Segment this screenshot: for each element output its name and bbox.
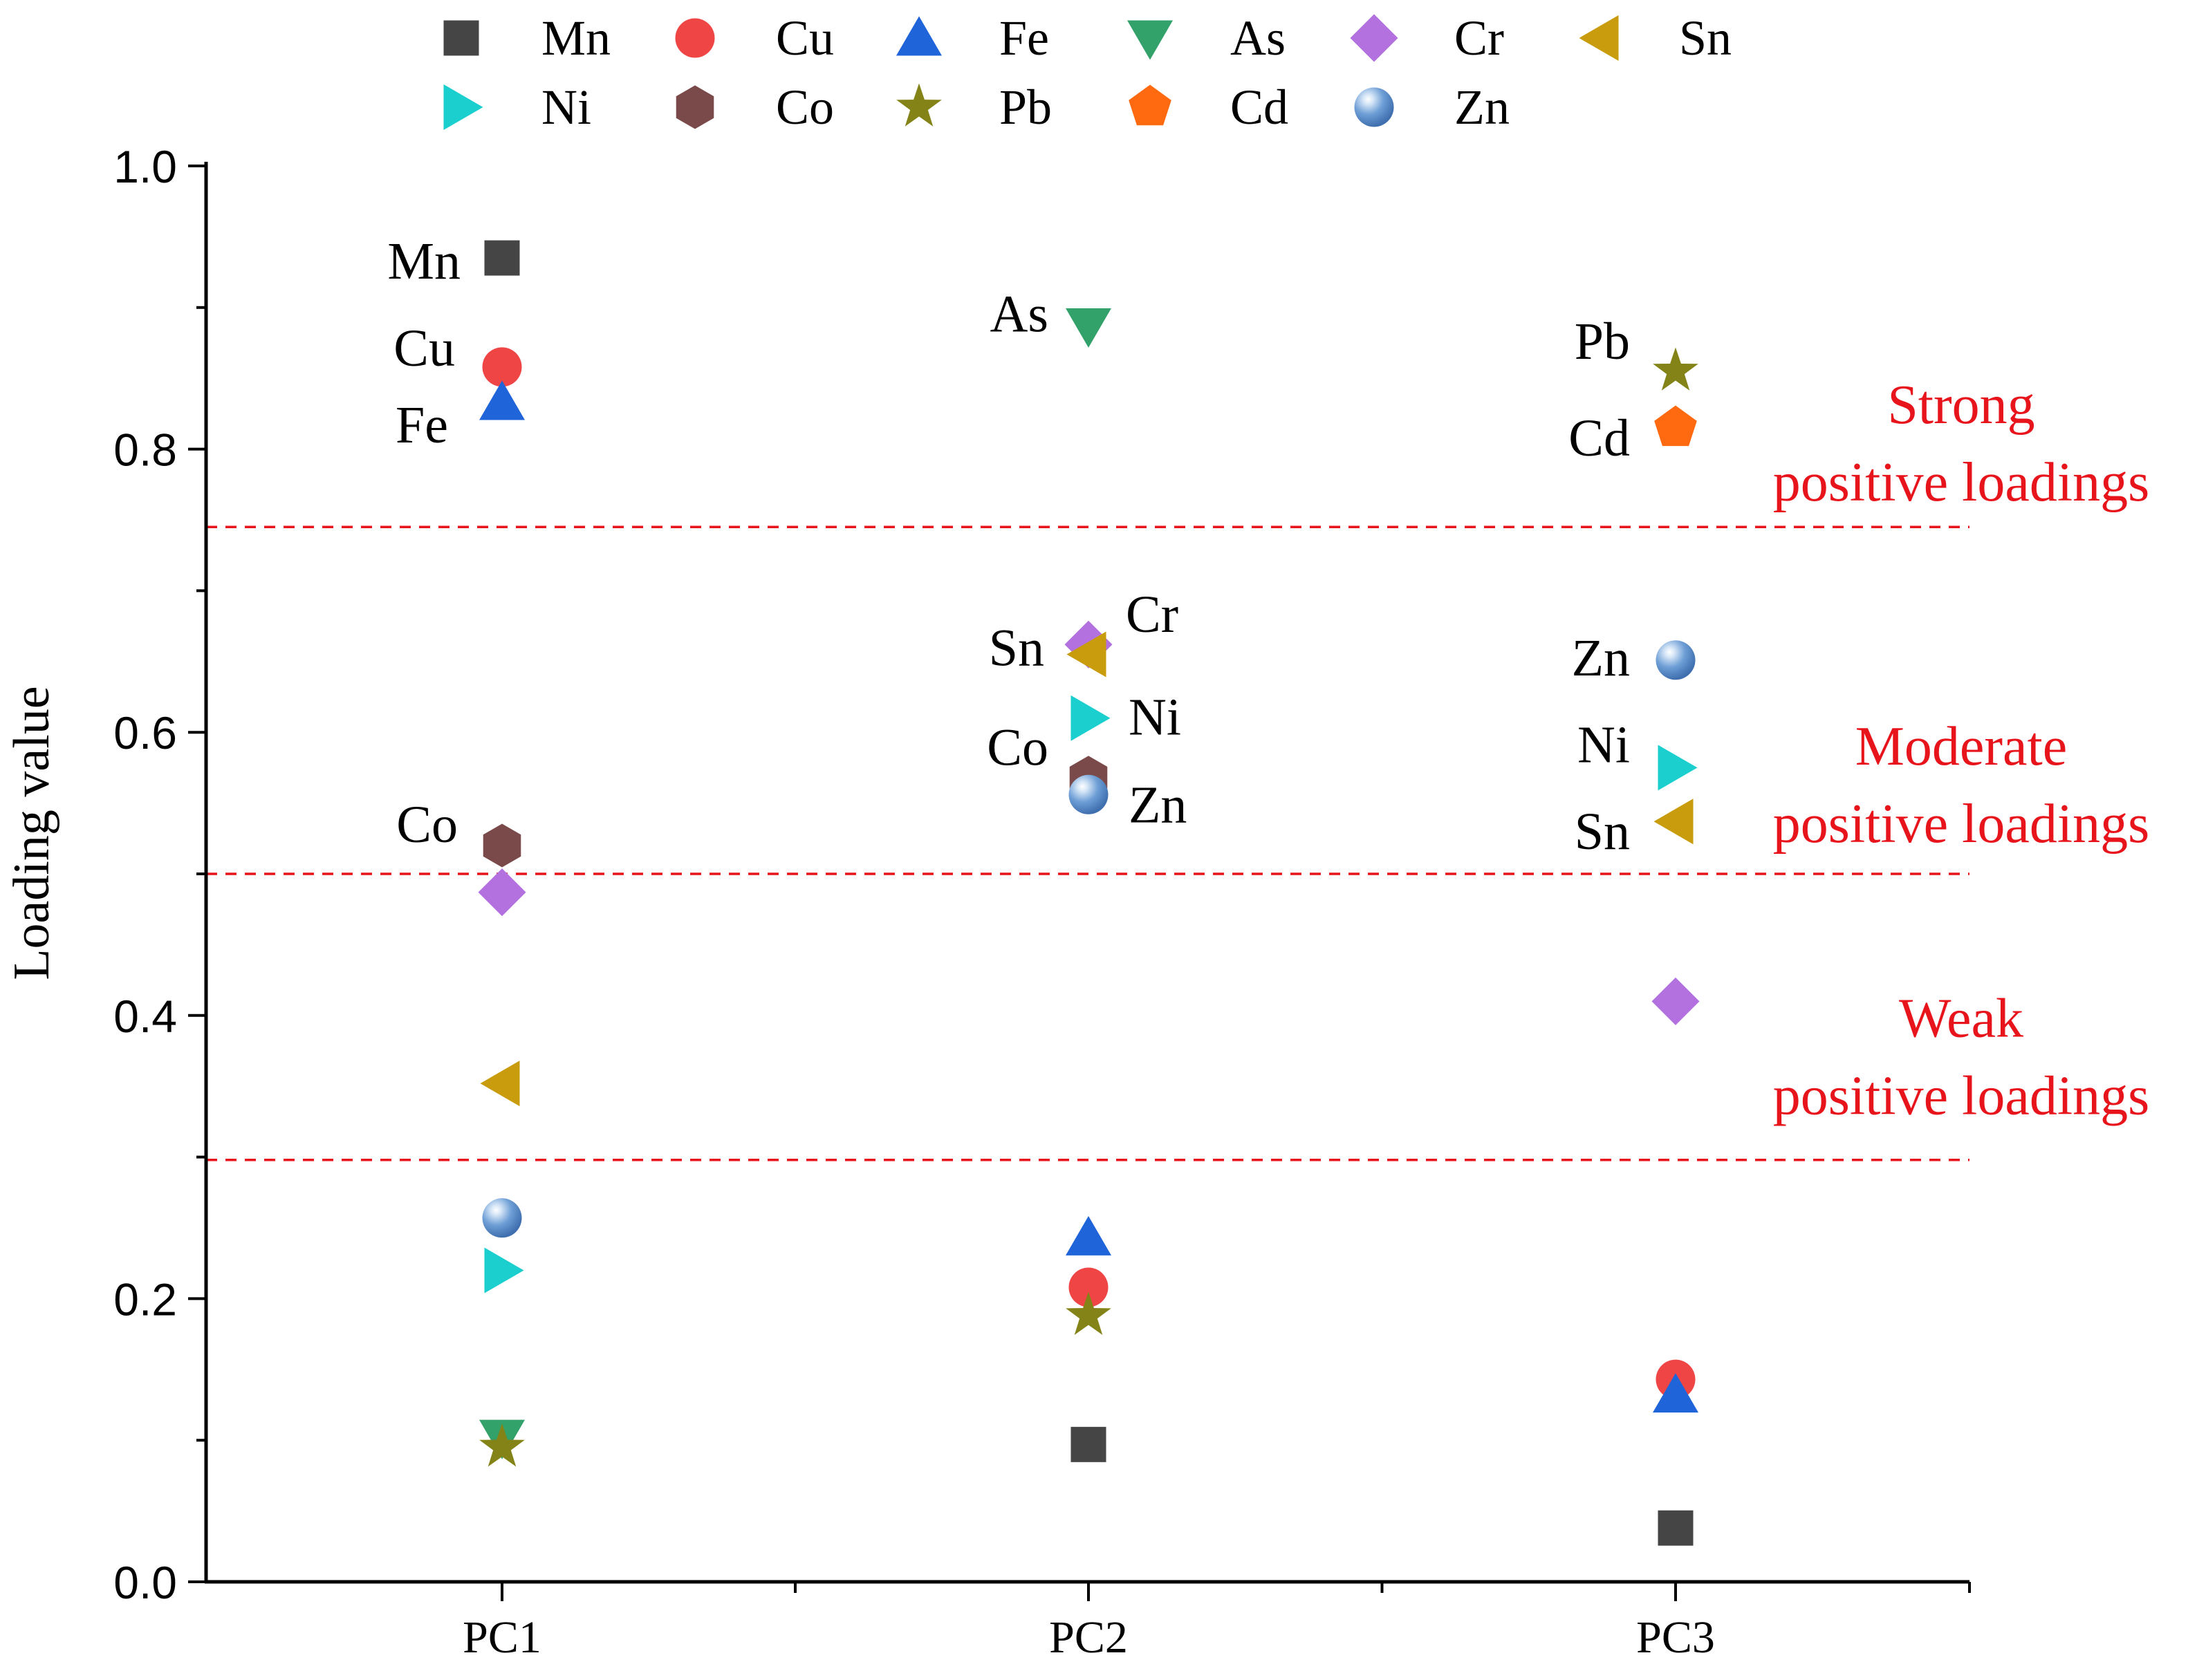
point-label-sn: Sn (989, 619, 1044, 678)
plot-area: 0.0 0.2 0.4 0.6 0.8 1.0 PC1 PC2 PC3 Mn Cu Fe Co As Sn… (113, 141, 2149, 1663)
annotation-weak: Weak positive loadings (1773, 989, 2149, 1127)
point-sn-pc3 (1653, 799, 1694, 845)
legend-marker-ni (443, 84, 483, 130)
annotation-subtitle: positive loadings (1773, 1066, 2149, 1127)
point-pb-pc3 (1653, 347, 1698, 391)
legend-label: Zn (1454, 80, 1510, 135)
legend-label: Mn (541, 10, 611, 66)
legend-item-mn: Mn (443, 10, 611, 66)
point-mn-pc3 (1658, 1510, 1694, 1546)
legend-label: As (1230, 10, 1286, 66)
annotation-title: Strong (1887, 375, 2034, 436)
annotation-strong: Strong positive loadings (1773, 375, 2149, 513)
point-label-cd: Cd (1568, 409, 1630, 467)
legend-marker-pb (896, 83, 942, 127)
legend-marker-cu (675, 18, 715, 58)
point-label-ni: Ni (1577, 716, 1630, 774)
point-label-cr: Cr (1126, 586, 1178, 644)
y-tick-label: 0.0 (113, 1557, 177, 1608)
legend-label: Ni (541, 80, 591, 135)
point-zn-pc2 (1068, 774, 1109, 814)
legend-marker-sn (1579, 15, 1619, 61)
point-zn-pc1 (482, 1198, 522, 1238)
legend-marker-fe (896, 16, 942, 56)
point-as-pc2 (1066, 308, 1111, 348)
point-fe-pc2 (1066, 1215, 1111, 1256)
x-tick-label: PC1 (463, 1612, 541, 1663)
point-cr-pc1 (478, 868, 526, 917)
point-label-mn: Mn (387, 232, 461, 290)
legend-item-as: As (1127, 10, 1286, 66)
point-label-co: Co (396, 796, 458, 854)
point-fe-pc3 (1653, 1373, 1698, 1413)
point-label-co: Co (987, 719, 1048, 777)
annotation-title: Weak (1899, 989, 2023, 1049)
point-pb-pc1 (479, 1423, 525, 1467)
legend-label: Co (776, 80, 834, 135)
point-label-as: As (990, 285, 1048, 343)
legend-label: Sn (1679, 10, 1732, 66)
annotation-title: Moderate (1855, 716, 2068, 777)
point-label-ni: Ni (1129, 689, 1181, 747)
point-ni-pc2 (1070, 695, 1111, 741)
y-tick-label: 0.6 (113, 707, 177, 758)
point-ni-pc3 (1658, 745, 1698, 791)
point-label-pb: Pb (1575, 312, 1630, 371)
point-label-zn: Zn (1572, 629, 1630, 687)
legend-marker-zn (1354, 87, 1394, 127)
point-mn-pc1 (484, 240, 520, 276)
point-label-fe: Fe (396, 396, 448, 454)
point-mn-pc2 (1070, 1426, 1106, 1462)
y-tick-label: 1.0 (113, 141, 177, 192)
x-tick-label: PC2 (1049, 1612, 1128, 1663)
legend-item-cd: Cd (1129, 80, 1288, 135)
annotation-subtitle: positive loadings (1773, 452, 2149, 513)
point-fe-pc1 (479, 380, 525, 420)
legend-marker-co (676, 85, 714, 129)
point-cu-pc2 (1068, 1267, 1109, 1307)
axes: 0.0 0.2 0.4 0.6 0.8 1.0 PC1 PC2 PC3 (113, 141, 1971, 1663)
annotation-moderate: Moderate positive loadings (1773, 716, 2149, 855)
y-tick-label: 0.4 (113, 991, 177, 1042)
x-tick-label: PC3 (1636, 1612, 1715, 1663)
point-co-pc1 (483, 823, 521, 868)
legend-label: Fe (999, 10, 1049, 66)
legend-item-co: Co (676, 80, 834, 135)
point-ni-pc1 (484, 1247, 524, 1294)
point-label-sn: Sn (1575, 803, 1630, 861)
point-cr-pc3 (1651, 977, 1700, 1025)
point-zn-pc3 (1656, 640, 1696, 680)
legend-label: Cu (776, 10, 834, 66)
annotation-subtitle: positive loadings (1773, 794, 2149, 855)
legend-marker-cr (1350, 14, 1398, 62)
legend-label: Cd (1230, 80, 1288, 135)
point-cu-pc1 (482, 347, 522, 387)
y-tick-label: 0.2 (113, 1273, 177, 1325)
legend: Mn Cu Fe As Cr Sn Ni Co Pb Cd Zn (443, 10, 1732, 135)
y-tick-label: 0.8 (113, 424, 177, 476)
point-sn-pc2 (1066, 631, 1106, 678)
legend-marker-as (1127, 20, 1173, 60)
point-label-zn: Zn (1129, 776, 1187, 834)
legend-item-sn: Sn (1579, 10, 1732, 66)
legend-item-pb: Pb (896, 80, 1052, 135)
legend-label: Cr (1454, 10, 1504, 66)
legend-item-cu: Cu (675, 10, 834, 66)
point-sn-pc1 (480, 1061, 520, 1107)
point-label-cu: Cu (393, 319, 455, 377)
point-pb-pc2 (1066, 1291, 1111, 1335)
legend-item-zn: Zn (1354, 80, 1510, 135)
legend-marker-mn (443, 20, 479, 56)
legend-marker-cd (1129, 84, 1171, 126)
y-axis-label: Loading value (3, 686, 60, 980)
legend-item-cr: Cr (1350, 10, 1504, 66)
data-markers (478, 240, 1700, 1546)
loading-annotations: Strong positive loadings Moderate positive … (1773, 375, 2149, 1126)
point-cd-pc3 (1654, 405, 1697, 447)
legend-item-fe: Fe (896, 10, 1049, 66)
point-labels: Mn Cu Fe Co As Sn Cr Ni Co Zn Pb Cd Zn Ni Sn (387, 232, 1630, 861)
legend-label: Pb (999, 80, 1052, 135)
legend-item-ni: Ni (443, 80, 591, 135)
